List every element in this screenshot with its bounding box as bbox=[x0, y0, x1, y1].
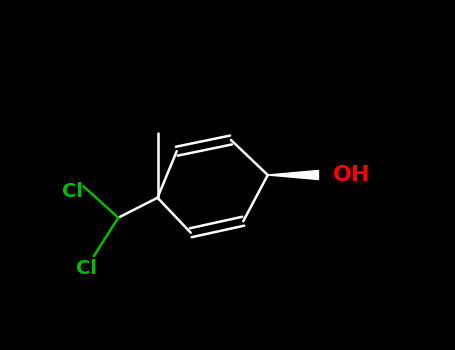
Text: OH: OH bbox=[333, 165, 370, 185]
Polygon shape bbox=[268, 170, 318, 180]
Text: Cl: Cl bbox=[62, 182, 83, 201]
Text: Cl: Cl bbox=[76, 259, 97, 278]
